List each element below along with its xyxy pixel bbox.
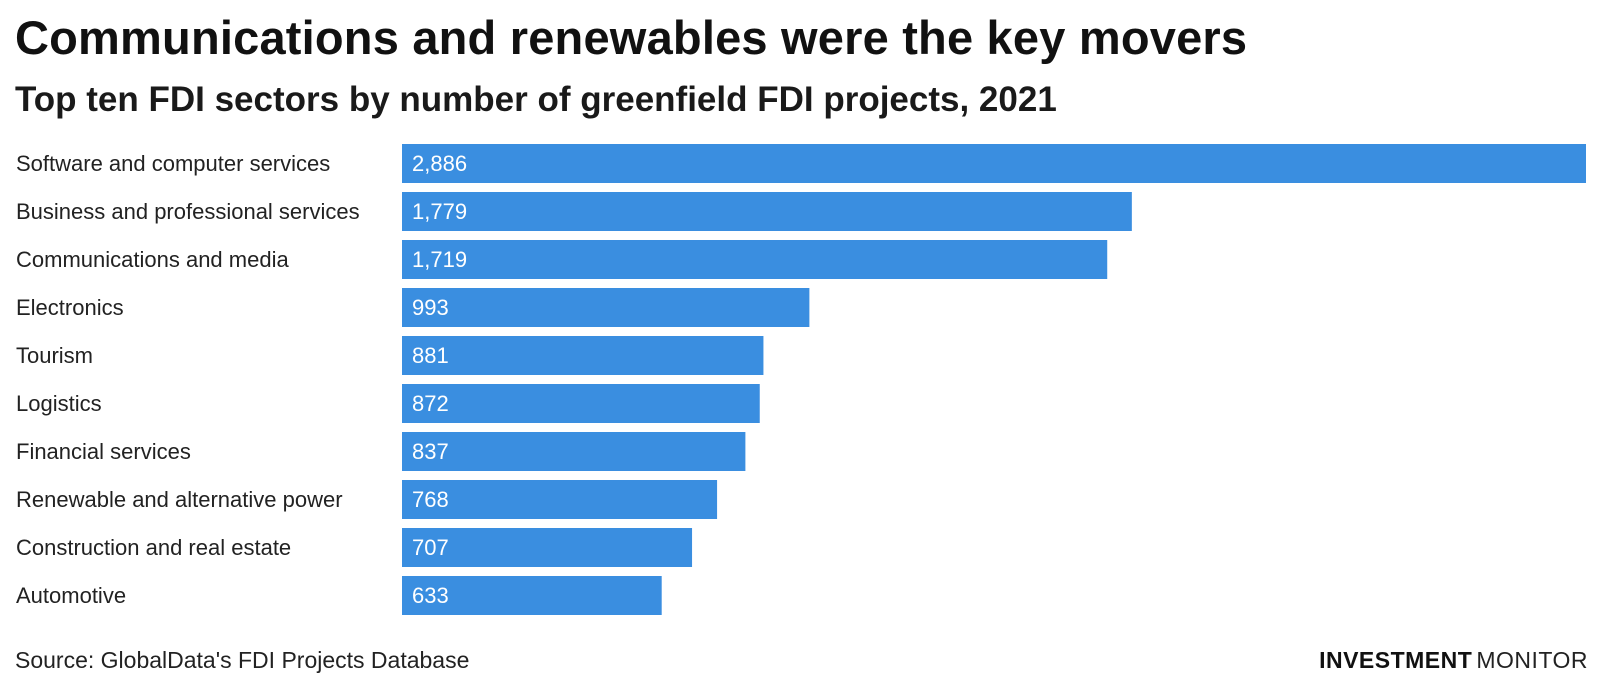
category-label: Electronics [16, 295, 124, 320]
category-label: Renewable and alternative power [16, 487, 343, 512]
category-label: Business and professional services [16, 199, 360, 224]
bar-value-label: 768 [412, 487, 449, 512]
brand-logo-part1: INVESTMENT [1319, 647, 1473, 673]
brand-logo: INVESTMENT MONITOR [1319, 645, 1588, 675]
category-label: Logistics [16, 391, 102, 416]
bar [402, 240, 1108, 279]
bar-value-label: 837 [412, 439, 449, 464]
category-label: Construction and real estate [16, 535, 291, 560]
bar [402, 432, 746, 471]
bar [402, 192, 1132, 231]
source-note: Source: GlobalData's FDI Projects Databa… [15, 647, 470, 673]
category-label: Financial services [16, 439, 191, 464]
bar-value-label: 993 [412, 295, 449, 320]
bar [402, 336, 764, 375]
chart-title: Communications and renewables were the k… [15, 11, 1248, 64]
bar-value-label: 707 [412, 535, 449, 560]
category-label: Software and computer services [16, 151, 330, 176]
bar [402, 288, 810, 327]
bar-value-label: 633 [412, 583, 449, 608]
category-label: Automotive [16, 583, 126, 608]
bar-value-label: 2,886 [412, 151, 467, 176]
bar-value-label: 872 [412, 391, 449, 416]
bar [402, 480, 718, 519]
bar [402, 576, 662, 615]
brand-logo-part2: MONITOR [1476, 647, 1588, 673]
category-label: Communications and media [16, 247, 289, 272]
bar-value-label: 881 [412, 343, 449, 368]
bar [402, 144, 1586, 183]
category-label: Tourism [16, 343, 93, 368]
bar [402, 528, 693, 567]
bar [402, 384, 760, 423]
bar-value-label: 1,719 [412, 247, 467, 272]
bar-value-label: 1,779 [412, 199, 467, 224]
chart-subtitle: Top ten FDI sectors by number of greenfi… [15, 80, 1057, 119]
